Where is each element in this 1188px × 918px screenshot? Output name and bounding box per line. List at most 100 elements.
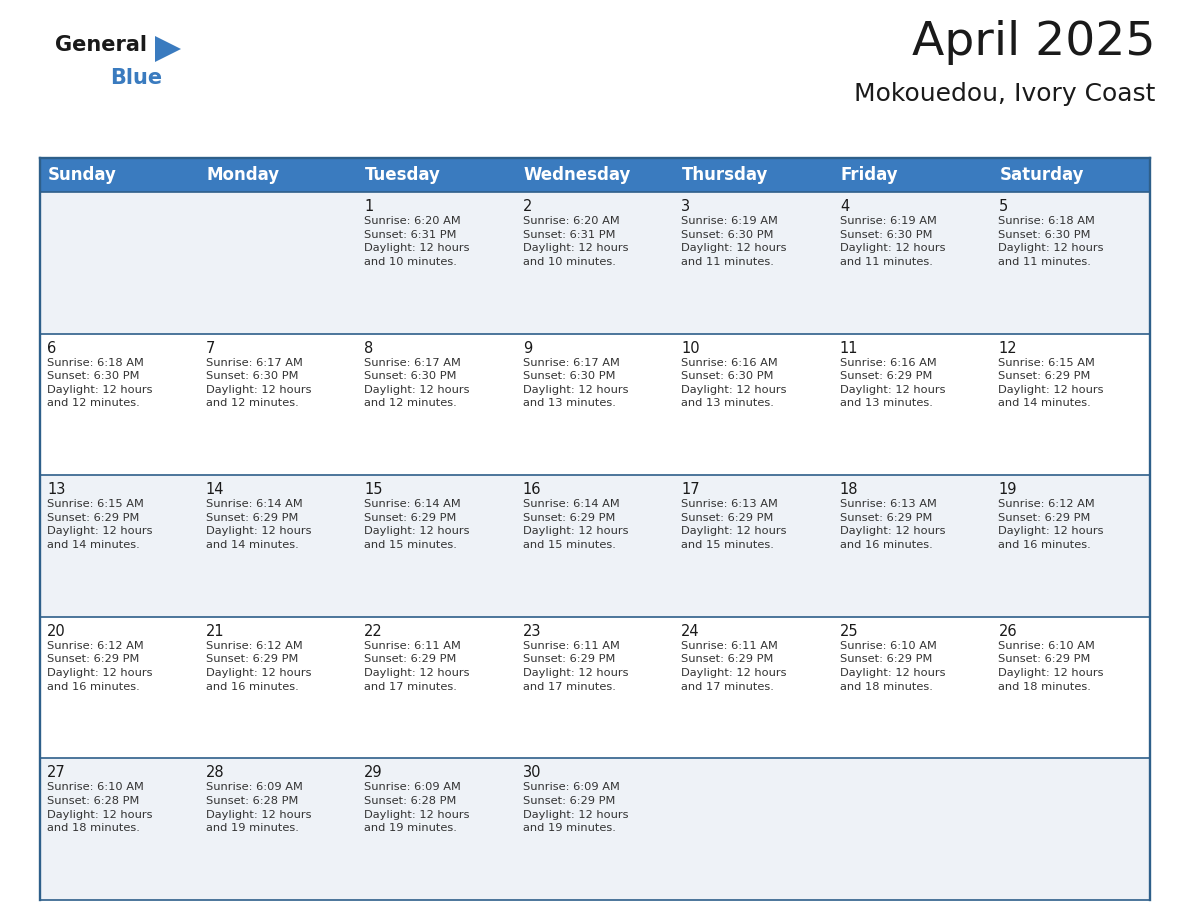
Bar <box>40 758 198 900</box>
Bar <box>516 476 675 617</box>
Text: Monday: Monday <box>207 166 279 184</box>
Bar <box>358 617 516 758</box>
Bar <box>40 333 198 476</box>
Text: Sunrise: 6:11 AM
Sunset: 6:29 PM
Daylight: 12 hours
and 17 minutes.: Sunrise: 6:11 AM Sunset: 6:29 PM Dayligh… <box>523 641 628 691</box>
Text: 26: 26 <box>998 624 1017 639</box>
Text: 27: 27 <box>48 766 65 780</box>
Text: 20: 20 <box>48 624 65 639</box>
Bar <box>992 617 1150 758</box>
Text: Sunrise: 6:19 AM
Sunset: 6:30 PM
Daylight: 12 hours
and 11 minutes.: Sunrise: 6:19 AM Sunset: 6:30 PM Dayligh… <box>681 216 786 267</box>
Text: Sunrise: 6:09 AM
Sunset: 6:28 PM
Daylight: 12 hours
and 19 minutes.: Sunrise: 6:09 AM Sunset: 6:28 PM Dayligh… <box>365 782 469 834</box>
Text: 28: 28 <box>206 766 225 780</box>
Bar <box>833 192 992 333</box>
Text: Sunrise: 6:12 AM
Sunset: 6:29 PM
Daylight: 12 hours
and 16 minutes.: Sunrise: 6:12 AM Sunset: 6:29 PM Dayligh… <box>998 499 1104 550</box>
Text: Sunrise: 6:13 AM
Sunset: 6:29 PM
Daylight: 12 hours
and 15 minutes.: Sunrise: 6:13 AM Sunset: 6:29 PM Dayligh… <box>681 499 786 550</box>
Bar <box>675 476 833 617</box>
Text: Sunrise: 6:13 AM
Sunset: 6:29 PM
Daylight: 12 hours
and 16 minutes.: Sunrise: 6:13 AM Sunset: 6:29 PM Dayligh… <box>840 499 946 550</box>
Text: 11: 11 <box>840 341 859 355</box>
Text: 8: 8 <box>365 341 373 355</box>
Text: 17: 17 <box>681 482 700 498</box>
Text: 16: 16 <box>523 482 542 498</box>
Text: 13: 13 <box>48 482 65 498</box>
Text: 29: 29 <box>365 766 383 780</box>
Text: 21: 21 <box>206 624 225 639</box>
Bar <box>516 333 675 476</box>
Text: Sunrise: 6:15 AM
Sunset: 6:29 PM
Daylight: 12 hours
and 14 minutes.: Sunrise: 6:15 AM Sunset: 6:29 PM Dayligh… <box>998 358 1104 409</box>
Text: 4: 4 <box>840 199 849 214</box>
Text: 14: 14 <box>206 482 225 498</box>
Text: Sunrise: 6:19 AM
Sunset: 6:30 PM
Daylight: 12 hours
and 11 minutes.: Sunrise: 6:19 AM Sunset: 6:30 PM Dayligh… <box>840 216 946 267</box>
Bar <box>833 333 992 476</box>
Text: Wednesday: Wednesday <box>524 166 631 184</box>
Text: Sunrise: 6:10 AM
Sunset: 6:29 PM
Daylight: 12 hours
and 18 minutes.: Sunrise: 6:10 AM Sunset: 6:29 PM Dayligh… <box>998 641 1104 691</box>
Text: 1: 1 <box>365 199 373 214</box>
Bar <box>992 476 1150 617</box>
Text: Tuesday: Tuesday <box>365 166 441 184</box>
Text: 3: 3 <box>681 199 690 214</box>
Text: 24: 24 <box>681 624 700 639</box>
Bar <box>358 158 516 192</box>
Bar <box>40 192 198 333</box>
Text: Sunday: Sunday <box>48 166 116 184</box>
Bar <box>198 333 358 476</box>
Text: 10: 10 <box>681 341 700 355</box>
Text: Blue: Blue <box>110 68 162 88</box>
Text: 12: 12 <box>998 341 1017 355</box>
Text: 6: 6 <box>48 341 56 355</box>
Text: Sunrise: 6:09 AM
Sunset: 6:28 PM
Daylight: 12 hours
and 19 minutes.: Sunrise: 6:09 AM Sunset: 6:28 PM Dayligh… <box>206 782 311 834</box>
Bar <box>516 158 675 192</box>
Bar <box>992 158 1150 192</box>
Text: Sunrise: 6:11 AM
Sunset: 6:29 PM
Daylight: 12 hours
and 17 minutes.: Sunrise: 6:11 AM Sunset: 6:29 PM Dayligh… <box>681 641 786 691</box>
Text: Sunrise: 6:17 AM
Sunset: 6:30 PM
Daylight: 12 hours
and 13 minutes.: Sunrise: 6:17 AM Sunset: 6:30 PM Dayligh… <box>523 358 628 409</box>
Bar <box>833 617 992 758</box>
Bar <box>358 476 516 617</box>
Bar <box>40 158 198 192</box>
Bar <box>516 617 675 758</box>
Bar <box>992 192 1150 333</box>
Text: Sunrise: 6:16 AM
Sunset: 6:29 PM
Daylight: 12 hours
and 13 minutes.: Sunrise: 6:16 AM Sunset: 6:29 PM Dayligh… <box>840 358 946 409</box>
Bar <box>358 758 516 900</box>
Bar <box>675 333 833 476</box>
Polygon shape <box>154 36 181 62</box>
Text: Sunrise: 6:12 AM
Sunset: 6:29 PM
Daylight: 12 hours
and 16 minutes.: Sunrise: 6:12 AM Sunset: 6:29 PM Dayligh… <box>48 641 152 691</box>
Text: Sunrise: 6:17 AM
Sunset: 6:30 PM
Daylight: 12 hours
and 12 minutes.: Sunrise: 6:17 AM Sunset: 6:30 PM Dayligh… <box>365 358 469 409</box>
Text: Sunrise: 6:20 AM
Sunset: 6:31 PM
Daylight: 12 hours
and 10 minutes.: Sunrise: 6:20 AM Sunset: 6:31 PM Dayligh… <box>523 216 628 267</box>
Text: Saturday: Saturday <box>999 166 1083 184</box>
Text: Sunrise: 6:14 AM
Sunset: 6:29 PM
Daylight: 12 hours
and 14 minutes.: Sunrise: 6:14 AM Sunset: 6:29 PM Dayligh… <box>206 499 311 550</box>
Bar <box>992 333 1150 476</box>
Text: Sunrise: 6:18 AM
Sunset: 6:30 PM
Daylight: 12 hours
and 11 minutes.: Sunrise: 6:18 AM Sunset: 6:30 PM Dayligh… <box>998 216 1104 267</box>
Bar <box>40 476 198 617</box>
Text: General: General <box>55 35 147 55</box>
Bar <box>516 758 675 900</box>
Bar <box>675 758 833 900</box>
Text: 5: 5 <box>998 199 1007 214</box>
Text: 7: 7 <box>206 341 215 355</box>
Bar <box>358 333 516 476</box>
Text: Sunrise: 6:10 AM
Sunset: 6:28 PM
Daylight: 12 hours
and 18 minutes.: Sunrise: 6:10 AM Sunset: 6:28 PM Dayligh… <box>48 782 152 834</box>
Text: Sunrise: 6:15 AM
Sunset: 6:29 PM
Daylight: 12 hours
and 14 minutes.: Sunrise: 6:15 AM Sunset: 6:29 PM Dayligh… <box>48 499 152 550</box>
Text: 9: 9 <box>523 341 532 355</box>
Bar <box>358 192 516 333</box>
Text: Sunrise: 6:09 AM
Sunset: 6:29 PM
Daylight: 12 hours
and 19 minutes.: Sunrise: 6:09 AM Sunset: 6:29 PM Dayligh… <box>523 782 628 834</box>
Bar <box>833 158 992 192</box>
Bar <box>198 476 358 617</box>
Bar <box>675 617 833 758</box>
Text: Sunrise: 6:16 AM
Sunset: 6:30 PM
Daylight: 12 hours
and 13 minutes.: Sunrise: 6:16 AM Sunset: 6:30 PM Dayligh… <box>681 358 786 409</box>
Bar <box>992 758 1150 900</box>
Bar <box>675 192 833 333</box>
Text: Sunrise: 6:10 AM
Sunset: 6:29 PM
Daylight: 12 hours
and 18 minutes.: Sunrise: 6:10 AM Sunset: 6:29 PM Dayligh… <box>840 641 946 691</box>
Bar <box>198 758 358 900</box>
Text: 22: 22 <box>365 624 383 639</box>
Bar <box>198 192 358 333</box>
Bar <box>40 617 198 758</box>
Text: April 2025: April 2025 <box>911 20 1155 65</box>
Text: 18: 18 <box>840 482 859 498</box>
Text: Sunrise: 6:12 AM
Sunset: 6:29 PM
Daylight: 12 hours
and 16 minutes.: Sunrise: 6:12 AM Sunset: 6:29 PM Dayligh… <box>206 641 311 691</box>
Text: 19: 19 <box>998 482 1017 498</box>
Text: 30: 30 <box>523 766 542 780</box>
Bar <box>833 476 992 617</box>
Text: Mokouedou, Ivory Coast: Mokouedou, Ivory Coast <box>854 82 1155 106</box>
Text: Sunrise: 6:17 AM
Sunset: 6:30 PM
Daylight: 12 hours
and 12 minutes.: Sunrise: 6:17 AM Sunset: 6:30 PM Dayligh… <box>206 358 311 409</box>
Bar <box>198 158 358 192</box>
Bar <box>675 158 833 192</box>
